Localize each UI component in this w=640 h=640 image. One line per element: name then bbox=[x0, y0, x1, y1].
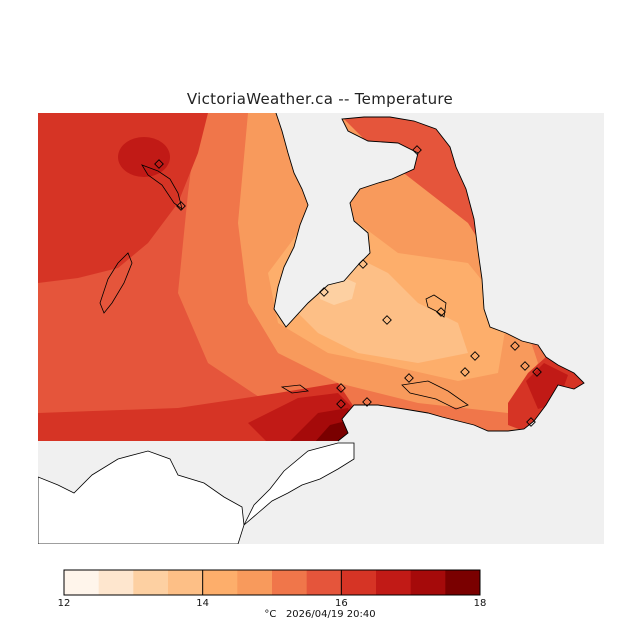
station-marker bbox=[436, 307, 446, 317]
coastline bbox=[273, 113, 585, 442]
legend-swatch bbox=[341, 570, 377, 595]
station-marker bbox=[336, 399, 346, 409]
station-marker bbox=[358, 259, 368, 269]
station-marker bbox=[319, 287, 329, 297]
station-marker bbox=[176, 201, 186, 211]
legend-swatch bbox=[376, 570, 412, 595]
legend-swatch bbox=[237, 570, 273, 595]
station-marker bbox=[404, 373, 414, 383]
station-marker bbox=[532, 367, 542, 377]
island-inland bbox=[425, 294, 447, 318]
temperature-map bbox=[38, 113, 604, 544]
station-marker bbox=[460, 367, 470, 377]
station-marker bbox=[510, 341, 520, 351]
land-outline-south bbox=[38, 450, 245, 544]
island-west bbox=[99, 252, 133, 314]
legend-tick-label: 14 bbox=[196, 598, 210, 609]
legend-swatch bbox=[98, 570, 134, 595]
legend-swatch bbox=[202, 570, 238, 595]
legend-swatch bbox=[64, 570, 100, 595]
station-marker bbox=[362, 397, 372, 407]
legend-tick-label: 18 bbox=[473, 598, 487, 609]
station-marker bbox=[470, 351, 480, 361]
legend-swatch bbox=[445, 570, 481, 595]
map-title: VictoriaWeather.ca -- Temperature bbox=[186, 90, 454, 108]
station-marker bbox=[520, 361, 530, 371]
legend-swatch bbox=[168, 570, 204, 595]
station-markers bbox=[154, 145, 542, 427]
legend-swatch bbox=[272, 570, 308, 595]
station-marker bbox=[526, 417, 536, 427]
station-marker bbox=[382, 315, 392, 325]
station-marker bbox=[336, 383, 346, 393]
legend-swatch bbox=[133, 570, 169, 595]
legend-swatch bbox=[306, 570, 342, 595]
color-legend bbox=[63, 569, 481, 596]
station-marker bbox=[154, 159, 164, 169]
legend-timestamp: 2026/04/19 20:40 bbox=[285, 609, 376, 620]
station-marker bbox=[412, 145, 422, 155]
legend-swatch bbox=[410, 570, 446, 595]
legend-caption: °C 2026/04/19 20:40 bbox=[0, 609, 640, 620]
legend-tick-label: 16 bbox=[334, 598, 348, 609]
legend-unit: °C bbox=[264, 609, 277, 620]
legend-tick-label: 12 bbox=[57, 598, 71, 609]
